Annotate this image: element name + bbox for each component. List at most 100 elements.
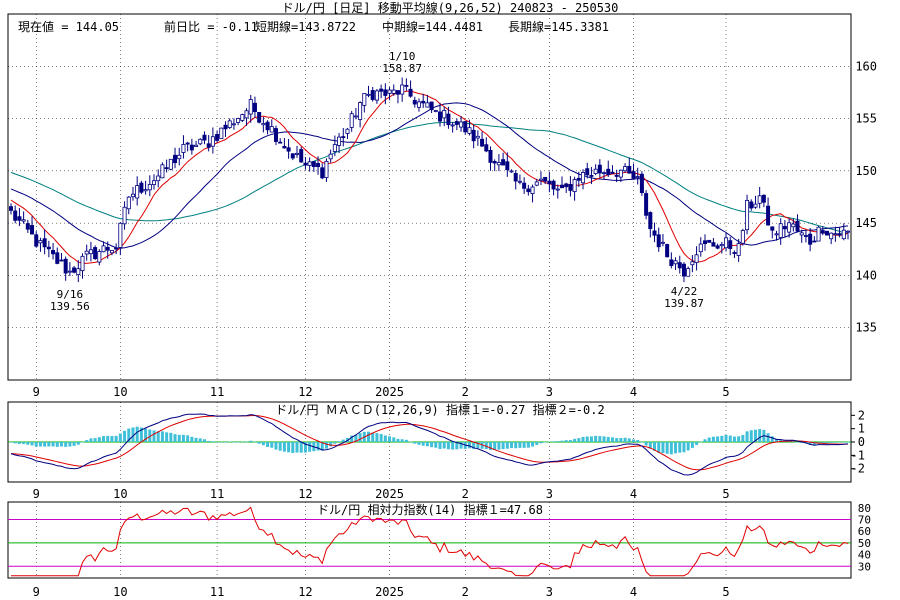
candle-body-133 [568,183,573,191]
macd-x-tick-2025: 2025 [375,487,404,501]
macd-hist-bar-51 [224,441,228,443]
candle-body-9 [46,246,51,250]
candle-body-196 [833,233,838,236]
candle-body-111 [475,135,480,139]
macd-hist-bar-36 [160,431,164,442]
macd-hist-bar-121 [518,442,522,448]
candle-body-190 [808,233,813,245]
candle-body-193 [820,230,825,234]
candle-body-4 [25,223,30,230]
macd-hist-bar-113 [484,442,488,450]
candle-body-129 [551,180,556,190]
candle-body-130 [555,188,560,191]
macd-hist-bar-144 [615,438,619,442]
macd-hist-bar-96 [413,442,417,444]
macd-panel: 210-1-2 9 10 11 12 2025 2 3 4 5 ドル/円 ＭＡＣＤ(12,26,… [7,401,865,501]
macd-hist-bar-193 [821,442,825,444]
macd-hist-bar-128 [547,441,551,443]
candle-body-189 [803,235,808,237]
candle-body-1 [13,210,18,221]
candle-body-142 [606,168,611,175]
macd-hist-bar-152 [648,442,652,449]
candle-body-11 [55,252,60,264]
price-x-tick-labels: 9 10 11 12 2025 2 3 4 5 [33,385,730,399]
price-x-tick-10: 10 [113,385,127,399]
candle-body-48 [210,136,215,147]
macd-hist-bar-97 [417,442,421,445]
macd-hist-bar-68 [295,442,299,453]
macd-hist-bar-190 [808,442,812,445]
candle-body-144 [614,174,619,177]
candle-body-95 [408,88,413,97]
macd-hist-bar-138 [589,436,593,442]
rsi-x-tick-2: 2 [462,585,469,599]
candle-body-148 [631,171,636,179]
price-x-tick-2: 2 [462,385,469,399]
candle-body-135 [576,177,581,181]
candle-body-159 [677,262,682,269]
candle-body-3 [21,219,26,222]
macd-hist-bar-103 [442,442,446,449]
candle-body-83 [358,102,363,120]
macd-hist-bar-28 [127,428,131,442]
candle-body-155 [660,241,665,244]
candle-body-194 [824,230,829,236]
macd-hist-bar-199 [846,441,850,443]
price-x-tick-11: 11 [210,385,224,399]
candle-body-88 [379,88,384,92]
macd-hist-bar-157 [669,442,673,455]
candle-body-2 [17,216,22,221]
macd-hist-bar-92 [396,438,400,442]
long-ma-line [10,121,849,235]
candle-body-8 [42,238,47,248]
macd-hist-bar-20 [93,438,97,442]
candle-body-119 [509,170,514,173]
macd-hist-bar-6 [34,442,38,447]
candle-body-55 [240,114,245,121]
macd-hist-bar-119 [510,442,514,449]
macd-hist-bar-156 [665,442,669,454]
macd-hist-bar-65 [282,442,286,452]
candle-body-164 [698,243,703,253]
candle-body-7 [38,240,43,244]
macd-hist-bar-114 [488,442,492,450]
macd-x-tick-4: 4 [630,487,637,501]
candle-body-110 [471,129,476,142]
candle-body-156 [665,244,670,258]
candle-body-171 [728,240,733,249]
macd-hist-bar-161 [686,442,690,451]
macd-hist-bar-135 [577,438,581,442]
macd-hist-bar-160 [682,442,686,453]
rsi-y-tick-40: 40 [858,549,871,562]
candle-body-160 [681,263,686,277]
macd-hist-bar-54 [236,441,240,443]
candle-body-181 [770,226,775,231]
candle-body-47 [206,143,211,148]
macd-hist-bar-12 [59,442,63,447]
candle-body-91 [391,89,396,94]
macd-hist-bar-172 [732,436,736,442]
macd-hist-bar-42 [186,435,190,442]
candle-body-40 [177,154,182,160]
rsi-x-tick-5: 5 [722,585,729,599]
candle-body-56 [244,110,249,119]
rsi-x-tick-labels: 9 10 11 12 2025 2 3 4 5 [33,585,730,599]
macd-hist-bar-23 [106,435,110,442]
candle-body-81 [349,113,354,128]
rsi-title: ドル/円 相対力指数(14) 指標１=47.68 [317,502,543,517]
candle-body-53 [231,123,236,126]
price-x-tick-2025: 2025 [375,385,404,399]
macd-hist-bar-163 [695,442,699,446]
macd-hist-bar-95 [409,441,413,443]
candle-body-197 [837,233,842,236]
macd-hist-bar-26 [118,433,122,442]
macd-hist-bar-166 [707,437,711,442]
candle-body-32 [143,189,148,192]
candle-body-166 [707,239,712,243]
macd-lines [10,413,849,476]
rsi-x-tick-12: 12 [298,585,312,599]
candle-body-5 [30,225,35,235]
macd-y-tick-0: 0 [858,435,865,449]
